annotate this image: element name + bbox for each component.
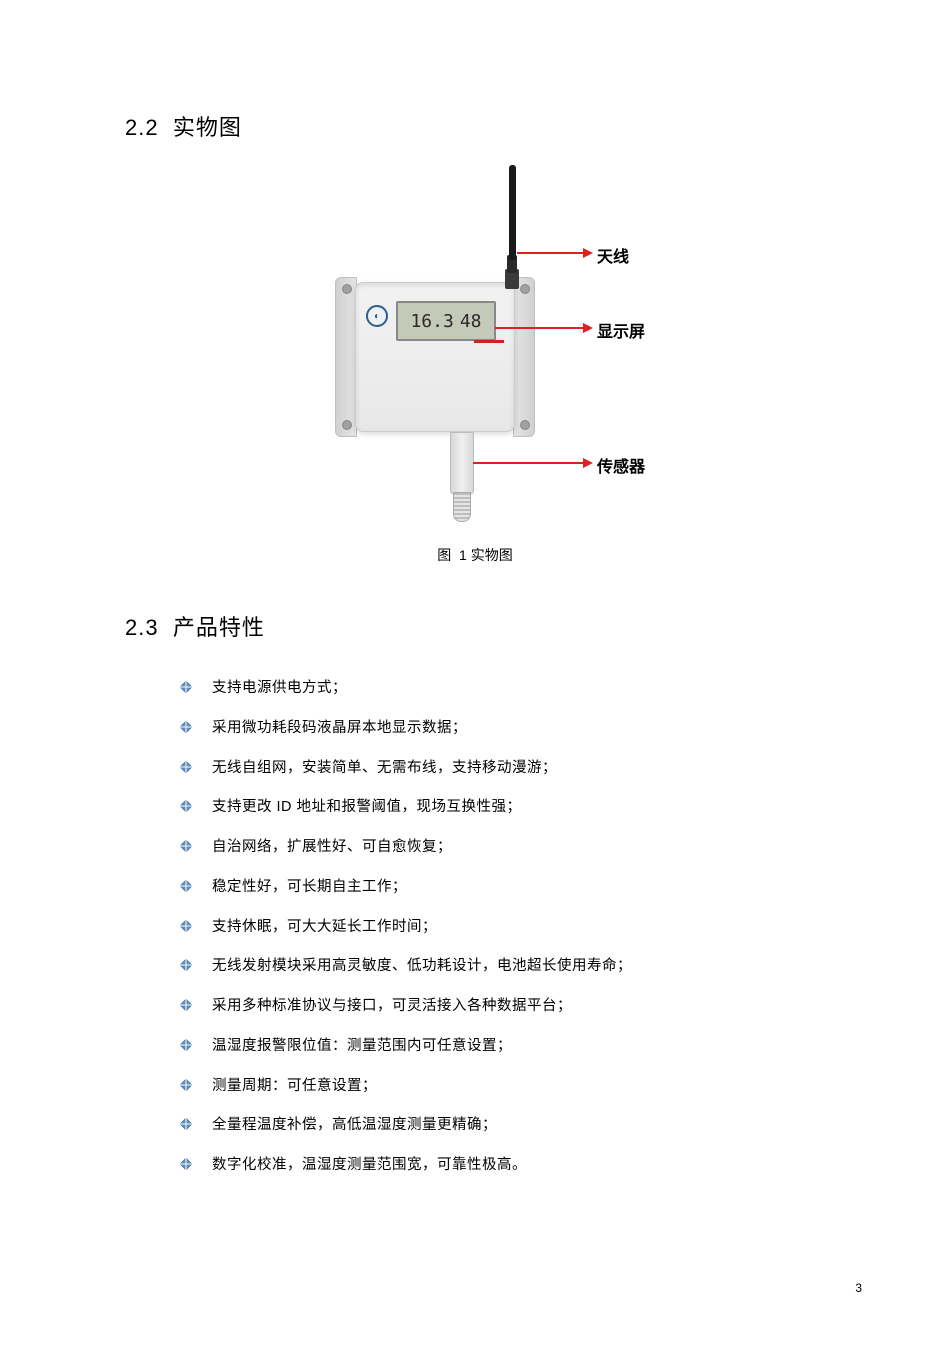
bullet-icon [180, 1158, 192, 1170]
bullet-icon [180, 920, 192, 932]
bullet-icon [180, 761, 192, 773]
sensor-probe-tip [453, 492, 471, 522]
feature-text: 支持电源供电方式； [212, 680, 347, 696]
feature-text: 无线发射模块采用高灵敏度、低功耗设计，电池超长使用寿命； [212, 958, 632, 974]
figure-container: ◐ 16.3 48 天线 显示屏 [125, 177, 825, 565]
feature-text: 无线自组网，安装简单、无需布线，支持移动漫游； [212, 760, 557, 776]
feature-item: 数字化校准，温湿度测量范围宽，可靠性极高。 [180, 1155, 825, 1177]
feature-text: 支持休眠，可大大延长工作时间； [212, 919, 437, 935]
callout-label-display: 显示屏 [597, 318, 645, 342]
bullet-icon [180, 840, 192, 852]
device-body: ◐ 16.3 48 [355, 282, 515, 432]
feature-list: 支持电源供电方式； 采用微功耗段码液晶屏本地显示数据； 无线自组网，安装简单、无需布… [125, 678, 825, 1177]
bullet-icon [180, 1079, 192, 1091]
feature-text: 支持更改 ID 地址和报警阈值，现场互换性强； [212, 799, 522, 815]
device-illustration: ◐ 16.3 48 天线 显示屏 [295, 177, 655, 527]
callout-arrow-icon [583, 323, 593, 333]
bullet-icon [180, 1118, 192, 1130]
feature-text: 稳定性好，可长期自主工作； [212, 879, 407, 895]
device-bracket-right [513, 277, 535, 437]
figure-caption: 图 1 实物图 [437, 545, 512, 565]
feature-item: 支持休眠，可大大延长工作时间； [180, 917, 825, 939]
feature-item: 稳定性好，可长期自主工作； [180, 877, 825, 899]
callout-arrow-icon [583, 248, 593, 258]
screw-icon [342, 420, 352, 430]
bullet-icon [180, 880, 192, 892]
feature-item: 测量周期：可任意设置； [180, 1076, 825, 1098]
callout-line [473, 462, 585, 464]
feature-text: 测量周期：可任意设置； [212, 1078, 377, 1094]
bullet-icon [180, 681, 192, 693]
feature-text: 自治网络，扩展性好、可自愈恢复； [212, 839, 452, 855]
screw-icon [520, 284, 530, 294]
bullet-icon [180, 999, 192, 1011]
feature-text: 采用微功耗段码液晶屏本地显示数据； [212, 720, 467, 736]
feature-text: 数字化校准，温湿度测量范围宽，可靠性极高。 [212, 1157, 527, 1173]
indicator-strip [474, 340, 504, 343]
feature-item: 温湿度报警限位值：测量范围内可任意设置； [180, 1036, 825, 1058]
callout-label-antenna: 天线 [597, 243, 629, 267]
section-heading-physical: 2.2 实物图 [125, 110, 825, 142]
callout-line [495, 327, 585, 329]
section-title: 实物图 [173, 115, 242, 140]
feature-item: 自治网络，扩展性好、可自愈恢复； [180, 837, 825, 859]
screw-icon [342, 284, 352, 294]
feature-item: 支持更改 ID 地址和报警阈值，现场互换性强； [180, 797, 825, 819]
caption-number: 1 [459, 547, 467, 563]
callout-line [517, 252, 585, 254]
lcd-temperature: 16.3 [410, 311, 453, 332]
bullet-icon [180, 959, 192, 971]
lcd-humidity: 48 [460, 311, 482, 332]
feature-text: 全量程温度补偿，高低温湿度测量更精确； [212, 1117, 497, 1133]
section-number: 2.2 [125, 115, 159, 140]
bullet-icon [180, 1039, 192, 1051]
section-heading-features: 2.3 产品特性 [125, 610, 825, 642]
section-number: 2.3 [125, 615, 159, 640]
feature-item: 采用多种标准协议与接口，可灵活接入各种数据平台； [180, 996, 825, 1018]
bullet-icon [180, 721, 192, 733]
document-page: 2.2 实物图 ◐ 16.3 48 [0, 0, 950, 1255]
callout-label-sensor: 传感器 [597, 453, 645, 477]
feature-item: 支持电源供电方式； [180, 678, 825, 700]
bullet-icon [180, 800, 192, 812]
feature-item: 采用微功耗段码液晶屏本地显示数据； [180, 718, 825, 740]
feature-text: 温湿度报警限位值：测量范围内可任意设置； [212, 1038, 512, 1054]
feature-text: 采用多种标准协议与接口，可灵活接入各种数据平台； [212, 998, 572, 1014]
antenna-rod [509, 165, 516, 260]
caption-text: 实物图 [471, 547, 513, 563]
sensor-probe-body [450, 432, 474, 494]
caption-prefix: 图 [437, 547, 451, 563]
feature-item: 无线发射模块采用高灵敏度、低功耗设计，电池超长使用寿命； [180, 956, 825, 978]
section-title: 产品特性 [173, 615, 265, 640]
screw-icon [520, 420, 530, 430]
brand-logo-icon: ◐ [366, 305, 388, 327]
device-lcd: 16.3 48 [396, 301, 496, 341]
callout-arrow-icon [583, 458, 593, 468]
feature-item: 全量程温度补偿，高低温湿度测量更精确； [180, 1115, 825, 1137]
device-bracket-left [335, 277, 357, 437]
page-number: 3 [855, 1281, 862, 1295]
feature-item: 无线自组网，安装简单、无需布线，支持移动漫游； [180, 758, 825, 780]
